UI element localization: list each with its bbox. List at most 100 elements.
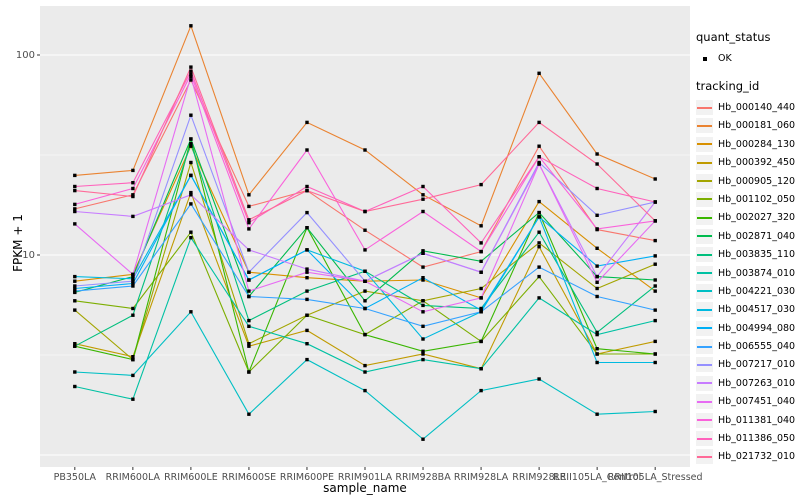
series-color-swatch [697,308,712,311]
data-point [595,286,599,291]
data-point [595,294,599,299]
data-point [537,210,541,215]
series-color-swatch [697,253,712,256]
data-point [363,209,367,214]
series-color-swatch [697,290,712,293]
data-point [479,308,483,312]
data-point [131,272,135,277]
line-swatch-key [696,100,713,115]
series-color-swatch [697,363,712,366]
data-point [73,342,77,346]
line-swatch-key [696,375,713,391]
data-point [131,186,135,191]
line-swatch-key [696,228,713,244]
data-point [247,344,251,348]
series-color-swatch [697,106,712,109]
series-color-swatch [697,143,712,146]
data-point [305,328,309,333]
legend-item-Hb_007217_010: Hb_007217_010 [696,356,800,373]
legend-item-label: Hb_003835_110 [718,249,796,261]
data-point [305,226,309,230]
data-point [421,209,425,214]
line-swatch-key [696,412,713,428]
legend-item-Hb_021732_010: Hb_021732_010 [696,448,800,465]
x-tick-label: RRII105LA_Control [553,472,641,483]
data-point [305,276,309,280]
data-point [131,357,135,362]
data-point [247,412,251,416]
data-point [73,286,77,291]
data-point [305,120,309,125]
data-point [305,342,309,346]
data-point [479,259,483,263]
legend-item-label: Hb_011381_040 [718,414,796,426]
x-tick-label: RRIM600SE [222,472,276,483]
data-point [363,289,367,293]
data-point [189,193,193,197]
data-point [131,194,135,199]
data-point [421,278,425,282]
legend-item-label: Hb_004994_080 [718,322,796,334]
legend-item-label: Hb_000392_450 [718,157,796,169]
legend-item-Hb_000140_440: Hb_000140_440 [696,99,800,116]
legend-item-Hb_003835_110: Hb_003835_110 [696,246,800,263]
legend-item-label: Hb_007451_040 [718,396,796,408]
data-point [595,274,599,279]
data-point [305,313,309,317]
data-point [73,344,77,348]
data-point [537,245,541,249]
data-point [479,241,483,245]
data-point [247,278,251,282]
data-point [653,278,657,282]
legend: quant_status OK tracking_id Hb_000140_44… [696,30,800,477]
x-tick-label: RRIM600LA [106,472,161,483]
legend-item-Hb_007451_040: Hb_007451_040 [696,393,800,410]
data-point [653,177,657,181]
data-point [247,227,251,231]
data-point [131,181,135,185]
data-point [479,182,483,187]
data-point [131,277,135,281]
data-point [189,65,193,69]
data-point [131,355,135,359]
series-color-swatch [697,327,712,330]
legend-item-label: Hb_000140_440 [718,102,796,113]
data-point [537,155,541,159]
data-point [189,230,193,234]
x-tick-label: RRIM928LE [512,472,566,483]
line-swatch-key [696,265,713,281]
data-point [537,215,541,219]
data-point [479,224,483,228]
data-point [653,339,657,344]
line-swatch-key [696,173,713,189]
data-point [189,202,193,206]
data-point [595,332,599,337]
data-point [305,248,309,252]
data-point [73,184,77,189]
line-swatch-key [696,283,713,299]
data-point [595,360,599,365]
data-point [479,339,483,344]
data-point [479,249,483,254]
data-point [421,324,425,328]
data-point [479,310,483,314]
legend-item-label: Hb_000284_130 [718,138,796,150]
data-point [479,296,483,300]
legend-item-Hb_002027_320: Hb_002027_320 [696,209,800,226]
legend-item-Hb_004517_030: Hb_004517_030 [696,301,800,318]
series-color-swatch [697,455,712,458]
legend-item-Hb_000905_120: Hb_000905_120 [696,173,800,190]
data-point [537,120,541,125]
data-point [363,363,367,368]
data-point [247,289,251,293]
x-tick-label: RRIM928BA [395,472,451,483]
data-point [363,299,367,303]
data-point [363,248,367,252]
y-tick-label: 10 [22,250,35,261]
data-point [479,388,483,393]
data-point [247,370,251,374]
x-tick-label: RRIM600LE [164,472,218,483]
series-color-swatch [697,400,712,403]
legend-tracking-id-items: Hb_000140_440 Hb_000181_060 Hb_000284_130 H… [696,99,800,465]
